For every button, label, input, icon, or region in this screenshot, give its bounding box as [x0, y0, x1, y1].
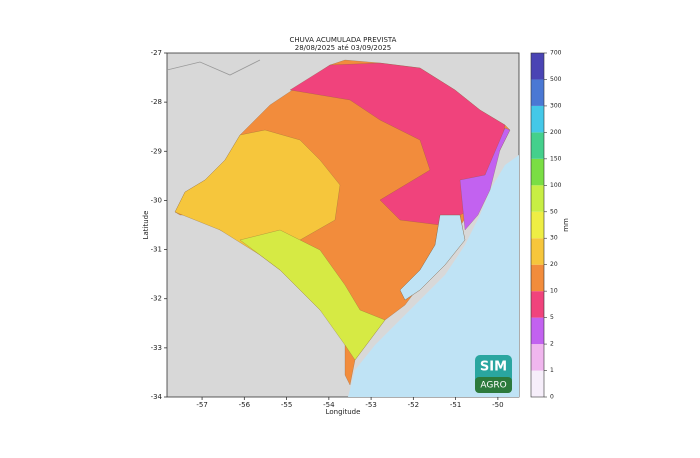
x-axis-label: Longitude [326, 408, 361, 416]
y-tick-label: -27 [151, 49, 162, 57]
colorbar-label: 1 [550, 367, 554, 374]
logo-text: AGRO [480, 381, 506, 391]
colorbar-segment [531, 132, 544, 159]
colorbar-segment [531, 53, 544, 80]
colorbar-label: 150 [550, 155, 562, 162]
ocean [348, 155, 519, 397]
colorbar-segment [531, 370, 544, 397]
colorbar-segment [531, 185, 544, 212]
zone-30-50 [239, 229, 386, 361]
colorbar-label: 5 [550, 314, 554, 321]
colorbar-segment [531, 211, 544, 239]
colorbar-segment [531, 105, 544, 133]
x-tick-label: -57 [196, 401, 207, 409]
colorbar-label: 30 [550, 235, 558, 242]
y-tick-label: -32 [151, 295, 162, 303]
logo-text: SIM [480, 360, 507, 375]
x-tick-label: -53 [365, 401, 376, 409]
colorbar-segment [531, 344, 544, 371]
colorbar-label: 0 [550, 394, 554, 401]
colorbar-segment [531, 158, 544, 186]
colorbar-segment [531, 238, 544, 265]
x-tick-label: -55 [281, 401, 292, 409]
colorbar-label: 20 [550, 261, 558, 268]
colorbar-label: 700 [550, 50, 562, 57]
map: SIM AGRO [166, 52, 520, 398]
y-tick-label: -29 [151, 147, 162, 155]
y-tick-label: -30 [151, 196, 162, 204]
colorbar-label: 50 [550, 208, 558, 215]
y-tick-label: -34 [151, 393, 163, 401]
y-axis-label: Latitude [142, 211, 150, 240]
border [166, 59, 261, 76]
subtitle: 28/08/2025 até 03/09/2025 [295, 44, 391, 52]
title: CHUVA ACUMULADA PREVISTA [290, 36, 397, 44]
colorbar-label: 200 [550, 129, 562, 136]
y-tick-label: -31 [151, 246, 162, 254]
colorbar-label: 10 [550, 288, 558, 295]
colorbar-frame [530, 52, 545, 398]
colorbar-segment [531, 79, 544, 106]
x-tick-label: -56 [239, 401, 251, 409]
x-tick-label: -50 [492, 401, 503, 409]
y-tick-label: -28 [151, 98, 162, 106]
colorbar-label: 100 [550, 182, 562, 189]
x-tick-label: -54 [323, 401, 335, 409]
y-tick-label: -33 [151, 344, 162, 352]
colorbar-segment [531, 264, 544, 292]
colorbar-segment [531, 317, 544, 345]
logo-band [475, 377, 512, 393]
x-tick-label: -51 [450, 401, 461, 409]
colorbar-segment [531, 291, 544, 318]
lagoon [399, 214, 466, 301]
colorbar-unit: mm [562, 218, 570, 232]
colorbar-label: 500 [550, 76, 562, 83]
colorbar-label: 2 [550, 341, 554, 348]
colorbar-label: 300 [550, 102, 562, 109]
zone-2-5 [459, 127, 511, 231]
x-tick-label: -52 [408, 401, 419, 409]
